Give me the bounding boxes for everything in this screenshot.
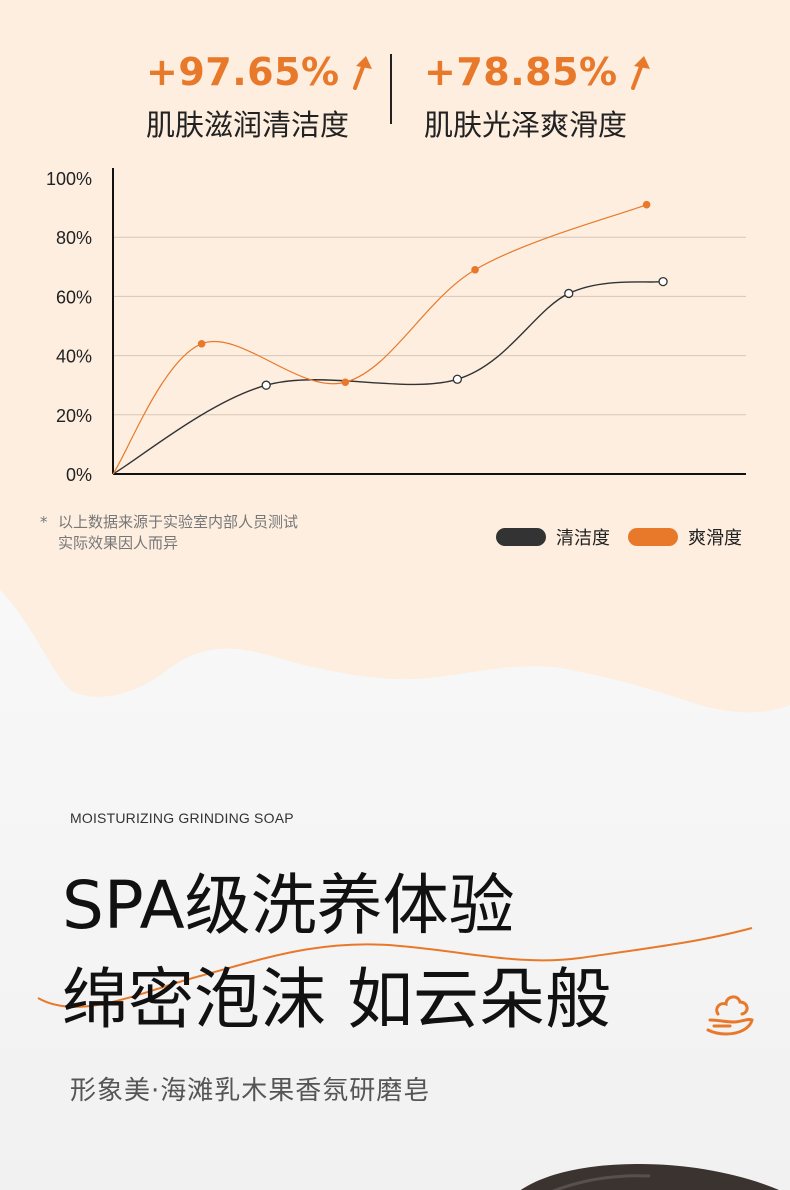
peach-cloud-background (0, 0, 790, 713)
eyebrow-text: MOISTURIZING GRINDING SOAP (70, 810, 294, 826)
stat-smoothness-label: 肌肤光泽爽滑度 (424, 108, 628, 142)
stat-smoothness: +78.85% 肌肤光泽爽滑度 (424, 48, 654, 144)
y-tick-label: 100% (46, 169, 92, 189)
legend-item-cleanliness: 清洁度 (496, 524, 610, 550)
y-tick-label: 60% (56, 287, 92, 307)
data-point (197, 339, 206, 348)
series-line-1 (112, 204, 647, 475)
data-point (341, 378, 350, 387)
legend-label-cleanliness: 清洁度 (556, 528, 610, 549)
stat-smoothness-value: +78.85% (424, 50, 618, 94)
stat-cleanliness-value: +97.65% (146, 50, 340, 94)
product-subline: 形象美·海滩乳木果香氛研磨皂 (70, 1076, 431, 1106)
headline-line-1: SPA级洗养体验 (62, 867, 515, 944)
up-arrow-icon (630, 56, 650, 90)
legend-item-smoothness: 爽滑度 (628, 524, 742, 550)
note-line-2: 实际效果因人而异 (58, 534, 179, 552)
up-arrow-icon (352, 56, 372, 90)
legend-swatch-cleanliness (496, 528, 546, 546)
data-point (471, 265, 479, 274)
data-point (564, 288, 574, 299)
series-line-0 (112, 280, 664, 475)
line-chart: 0% 20% 40% 60% 80% 100% (46, 168, 746, 485)
note-line-1: 以上数据来源于实验室内部人员测试 (58, 513, 299, 531)
data-point (261, 380, 271, 390)
stat-cleanliness-label: 肌肤滋润清洁度 (146, 108, 350, 142)
model-hair-image (520, 1164, 780, 1190)
legend-swatch-smoothness (628, 528, 678, 546)
data-point (642, 200, 651, 209)
y-tick-label: 0% (66, 465, 92, 485)
stat-cleanliness: +97.65% 肌肤滋润清洁度 (146, 48, 376, 144)
note-star: * (40, 513, 48, 531)
y-tick-label: 80% (56, 228, 92, 248)
headline-line-2: 绵密泡沫 如云朵般 (62, 961, 611, 1038)
data-point (452, 374, 463, 384)
y-tick-label: 40% (56, 347, 92, 367)
y-tick-label: 20% (56, 406, 92, 426)
legend-label-smoothness: 爽滑度 (688, 528, 742, 549)
stat-divider (390, 54, 392, 124)
foam-hand-icon (706, 995, 754, 1036)
data-source-note: * 以上数据来源于实验室内部人员测试 实际效果因人而异 (40, 512, 298, 554)
data-point (658, 276, 668, 287)
